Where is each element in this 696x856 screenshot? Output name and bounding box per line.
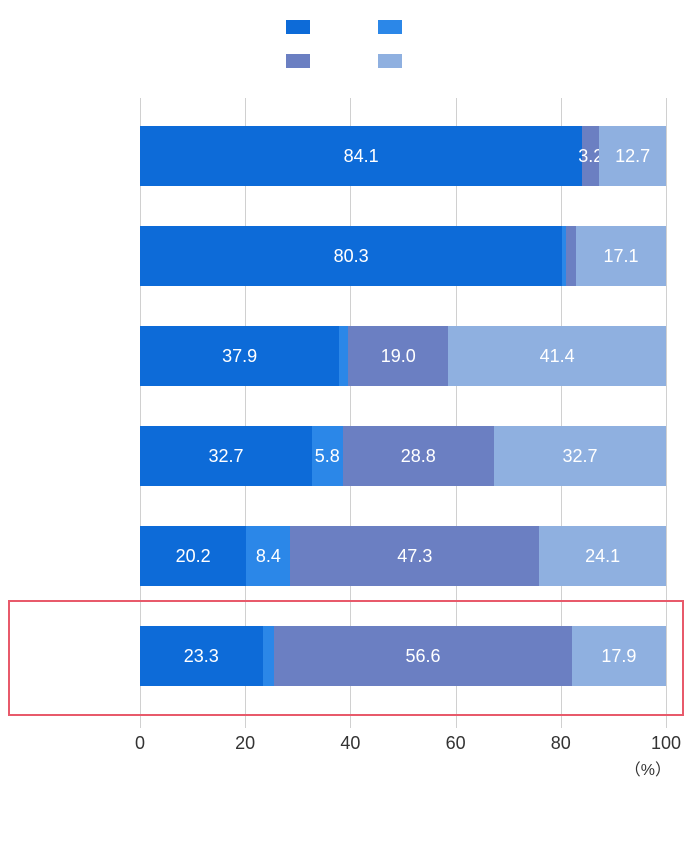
chart-container: 84.1 3.2 12.7 80.3 17.1 37.9 19.0 41.4 32.7 5.8 28… (0, 0, 696, 856)
legend-item-s2 (378, 20, 410, 34)
bar-segment: 80.3 (140, 226, 562, 286)
bars-area: 84.1 3.2 12.7 80.3 17.1 37.9 19.0 41.4 32.7 5.8 28… (140, 108, 666, 728)
bar-segment (339, 326, 348, 386)
bar-segment: 5.8 (312, 426, 343, 486)
bar-segment: 56.6 (274, 626, 572, 686)
segment-label: 24.1 (585, 546, 620, 567)
legend-item-s4 (378, 54, 410, 68)
legend-item-s1 (286, 20, 318, 34)
bar-segment: 17.9 (572, 626, 666, 686)
plot-area: 84.1 3.2 12.7 80.3 17.1 37.9 19.0 41.4 32.7 5.8 28… (140, 98, 666, 778)
bar-row: 80.3 17.1 (140, 208, 666, 308)
bar-segment (263, 626, 275, 686)
stacked-bar: 20.2 8.4 47.3 24.1 (140, 526, 666, 586)
bar-segment: 24.1 (539, 526, 666, 586)
segment-label: 8.4 (256, 546, 281, 567)
bar-row: 37.9 19.0 41.4 (140, 308, 666, 408)
legend-row-1 (20, 20, 676, 34)
bar-segment (566, 226, 576, 286)
bar-segment: 12.7 (599, 126, 666, 186)
x-tick: 20 (235, 733, 255, 754)
stacked-bar: 37.9 19.0 41.4 (140, 326, 666, 386)
segment-label: 84.1 (344, 146, 379, 167)
segment-label: 41.4 (540, 346, 575, 367)
segment-label: 80.3 (334, 246, 369, 267)
legend-row-2 (20, 54, 676, 68)
segment-label: 37.9 (222, 346, 257, 367)
bar-segment: 47.3 (290, 526, 539, 586)
bar-segment: 23.3 (140, 626, 263, 686)
bar-row: 32.7 5.8 28.8 32.7 (140, 408, 666, 508)
bar-segment: 19.0 (348, 326, 448, 386)
bar-row: 20.2 8.4 47.3 24.1 (140, 508, 666, 608)
segment-label: 56.6 (405, 646, 440, 667)
bar-segment: 32.7 (140, 426, 312, 486)
legend-item-s3 (286, 54, 318, 68)
bar-segment: 37.9 (140, 326, 339, 386)
x-tick: 0 (135, 733, 145, 754)
legend-swatch-s4 (378, 54, 402, 68)
legend (20, 10, 676, 98)
segment-label: 28.8 (401, 446, 436, 467)
x-axis-unit: （%） (625, 756, 671, 780)
segment-label: 32.7 (562, 446, 597, 467)
segment-label: 23.3 (184, 646, 219, 667)
stacked-bar: 80.3 17.1 (140, 226, 666, 286)
bar-row: 84.1 3.2 12.7 (140, 108, 666, 208)
x-tick: 100 (651, 733, 681, 754)
segment-label: 20.2 (176, 546, 211, 567)
stacked-bar: 32.7 5.8 28.8 32.7 (140, 426, 666, 486)
segment-label: 12.7 (615, 146, 650, 167)
segment-label: 17.1 (603, 246, 638, 267)
legend-swatch-s2 (378, 20, 402, 34)
legend-swatch-s1 (286, 20, 310, 34)
bar-segment: 32.7 (494, 426, 666, 486)
stacked-bar: 84.1 3.2 12.7 (140, 126, 666, 186)
bar-segment: 20.2 (140, 526, 246, 586)
x-tick: 40 (340, 733, 360, 754)
bar-segment: 41.4 (448, 326, 666, 386)
bar-segment: 8.4 (246, 526, 290, 586)
x-tick: 60 (446, 733, 466, 754)
bar-segment: 84.1 (140, 126, 582, 186)
legend-swatch-s3 (286, 54, 310, 68)
segment-label: 5.8 (315, 446, 340, 467)
stacked-bar: 23.3 56.6 17.9 (140, 626, 666, 686)
segment-label: 19.0 (381, 346, 416, 367)
x-tick: 80 (551, 733, 571, 754)
segment-label: 47.3 (397, 546, 432, 567)
bar-segment: 3.2 (582, 126, 599, 186)
bar-segment: 17.1 (576, 226, 666, 286)
segment-label: 17.9 (601, 646, 636, 667)
segment-label: 32.7 (208, 446, 243, 467)
gridline (666, 98, 667, 728)
x-axis: （%） 020406080100 (140, 728, 666, 778)
bar-segment: 28.8 (343, 426, 494, 486)
bar-row: 23.3 56.6 17.9 (140, 608, 666, 708)
